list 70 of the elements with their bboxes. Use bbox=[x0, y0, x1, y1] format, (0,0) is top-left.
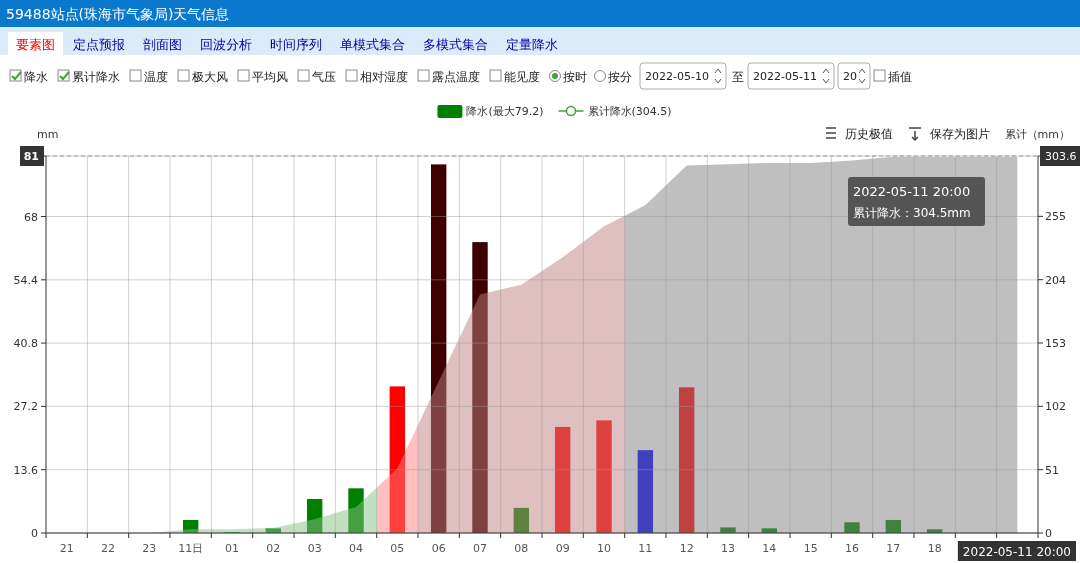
text: 气压 bbox=[312, 70, 336, 84]
x-tick-label: 18 bbox=[927, 542, 942, 555]
text: 极大风 bbox=[191, 70, 228, 84]
y-axis-title: mm bbox=[37, 128, 59, 141]
text: 插值 bbox=[888, 70, 912, 84]
text: 定量降水 bbox=[506, 37, 558, 52]
y2-tick-label: 0 bbox=[1045, 527, 1052, 540]
text: 按分 bbox=[608, 70, 632, 84]
annotation: 2022-05-11 20:00 bbox=[853, 184, 971, 199]
text: 回波分析 bbox=[200, 37, 252, 52]
x-tick-label: 22 bbox=[101, 542, 115, 555]
text: 2022-05-10 bbox=[645, 70, 709, 83]
text: 单模式集合 bbox=[340, 37, 405, 52]
annotation: 累计降水：304.5mm bbox=[853, 206, 971, 220]
y-tick-label: 13.6 bbox=[13, 463, 38, 477]
x-tick-label: 07 bbox=[473, 542, 487, 555]
x-tick-label: 10 bbox=[597, 542, 611, 555]
y2-axis-title: 累计（mm） bbox=[1004, 128, 1070, 141]
x-tick-label: 11 bbox=[638, 542, 653, 555]
text: 时间序列 bbox=[270, 37, 322, 52]
text: 能见度 bbox=[504, 70, 540, 84]
y2-tick-label: 204 bbox=[1045, 273, 1066, 287]
chart-title: 59488站点(珠海市气象局)天气信息 bbox=[6, 6, 230, 22]
x-tick-label: 16 bbox=[845, 542, 859, 555]
text: 至 bbox=[732, 70, 744, 84]
text: 历史极值 bbox=[845, 127, 893, 141]
x-tick-label: 06 bbox=[431, 542, 446, 555]
x-tick-label: 23 bbox=[142, 542, 157, 555]
x-tick-label: 13 bbox=[721, 542, 735, 555]
text: 定点预报 bbox=[73, 37, 125, 52]
text: 平均风 bbox=[252, 70, 288, 84]
y-tick-label: 40.8 bbox=[13, 337, 38, 351]
x-tick-label: 14 bbox=[762, 542, 777, 555]
text: 累计降水 bbox=[72, 70, 120, 84]
y2-tick-label: 153 bbox=[1045, 337, 1066, 351]
x-tick-label: 01 bbox=[225, 542, 239, 555]
x-tick-label: 09 bbox=[555, 542, 570, 555]
y-tick-label: 68 bbox=[24, 210, 38, 224]
y-tick-label: 81 bbox=[23, 150, 39, 163]
text: 要素图 bbox=[16, 37, 55, 52]
y-tick-label: 0 bbox=[31, 527, 38, 540]
x-tick-label: 02 bbox=[266, 542, 281, 555]
text: 2022-05-11 20:00 bbox=[962, 545, 1071, 559]
text: 2022-05-11 bbox=[753, 70, 817, 83]
y2-tick-label: 303.6 bbox=[1045, 150, 1077, 163]
text: 相对湿度 bbox=[360, 70, 408, 84]
legend-label: 降水(最大79.2) bbox=[466, 105, 544, 118]
text: 保存为图片 bbox=[930, 127, 990, 141]
text: 按时 bbox=[563, 70, 587, 84]
text: 剖面图 bbox=[143, 37, 182, 52]
text: 多模式集合 bbox=[423, 37, 488, 52]
x-tick-label: 05 bbox=[390, 542, 405, 555]
x-tick-label: 11日 bbox=[178, 542, 204, 555]
x-tick-label: 21 bbox=[59, 542, 74, 555]
x-tick-label: 08 bbox=[514, 542, 529, 555]
text: 降水 bbox=[24, 70, 48, 84]
x-tick-label: 15 bbox=[803, 542, 818, 555]
legend-label: 累计降水(304.5) bbox=[587, 105, 672, 118]
x-tick-label: 04 bbox=[349, 542, 363, 555]
text: 露点温度 bbox=[432, 70, 480, 84]
text: 温度 bbox=[144, 70, 168, 84]
y-tick-label: 27.2 bbox=[13, 400, 38, 414]
y-tick-label: 54.4 bbox=[13, 273, 38, 287]
x-tick-label: 12 bbox=[679, 542, 694, 555]
y2-tick-label: 255 bbox=[1045, 210, 1066, 224]
y2-tick-label: 102 bbox=[1045, 400, 1066, 414]
x-tick-label: 03 bbox=[307, 542, 322, 555]
y2-tick-label: 51 bbox=[1045, 463, 1059, 477]
x-tick-label: 17 bbox=[886, 542, 901, 555]
text: 20 bbox=[843, 70, 857, 83]
